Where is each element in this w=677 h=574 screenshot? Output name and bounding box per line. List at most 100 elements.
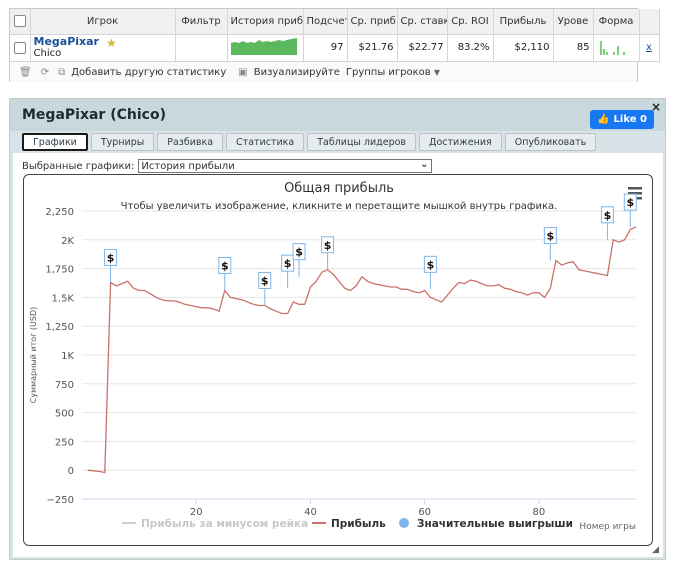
y-tick-label: 1,250 xyxy=(45,322,74,333)
refresh-icon[interactable]: ⟳ xyxy=(40,66,50,78)
menu-icon-bar-1[interactable] xyxy=(628,192,642,195)
profit-cell: $2,110 xyxy=(493,34,554,62)
dollar-icon: $ xyxy=(547,230,555,243)
legend-rake-label: Прибыль за минусом рейка xyxy=(141,518,308,530)
big-win-flag[interactable] xyxy=(281,254,295,272)
legend-wins-swatch xyxy=(399,518,409,528)
image-icon: ▣ xyxy=(238,66,248,78)
big-win-flag[interactable] xyxy=(104,248,118,266)
profit-chart[interactable]: Общая прибыль Чтобы увеличить изображение… xyxy=(23,174,653,546)
big-win-flag[interactable] xyxy=(218,256,232,274)
col-header-form[interactable]: Форма xyxy=(593,9,640,35)
y-tick-label: 2K xyxy=(61,236,74,247)
big-win-flag[interactable] xyxy=(623,193,637,211)
y-tick-label: 500 xyxy=(55,409,74,420)
y-tick-label: 2,250 xyxy=(45,207,74,218)
player-cell: MegaPixar Chico xyxy=(30,34,176,62)
panel-title: MegaPixar (Chico) xyxy=(22,107,166,123)
add-stat-button[interactable]: Добавить другую статистику xyxy=(71,66,227,78)
tab-achievements[interactable]: Достижения xyxy=(419,133,502,151)
col-header-actions xyxy=(639,9,660,35)
col-header-profit[interactable]: Прибыль xyxy=(493,9,554,35)
row-checkbox[interactable] xyxy=(13,41,26,54)
trash-icon[interactable]: 🗑 xyxy=(19,66,32,78)
player-groups-dropdown[interactable]: Группы игроков ▼ xyxy=(346,67,440,78)
panel-tabs: Графики Турниры Разбивка Статистика Табл… xyxy=(22,133,599,153)
dollar-icon: $ xyxy=(107,251,115,264)
profit-chart-svg[interactable]: Общая прибыль Чтобы увеличить изображение… xyxy=(24,175,653,546)
col-header-filter[interactable]: Фильтр xyxy=(175,9,228,35)
count-cell: 97 xyxy=(303,34,348,62)
table-row: MegaPixar Chico 97 $21.76 $22.77 83.2% $… xyxy=(10,34,660,62)
y-tick-label: 1.5K xyxy=(52,293,75,304)
avg-profit-cell: $21.76 xyxy=(347,34,398,62)
profit-series-line xyxy=(87,226,637,474)
x-axis-label: Номер игры xyxy=(579,522,636,532)
stats-table: Игрок Фильтр История приб Подсчет Ср. пр… xyxy=(10,9,660,62)
dollar-icon: $ xyxy=(284,257,292,270)
form-cell xyxy=(593,34,640,62)
player-stats-table: Игрок Фильтр История приб Подсчет Ср. пр… xyxy=(9,8,660,82)
select-all-cell[interactable] xyxy=(10,9,31,35)
menu-icon-bar-0[interactable] xyxy=(628,187,642,190)
dollar-icon: $ xyxy=(604,209,612,222)
tab-breakdown[interactable]: Разбивка xyxy=(157,133,224,151)
player-groups-label: Группы игроков xyxy=(345,66,431,78)
chart-title: Общая прибыль xyxy=(284,181,394,196)
table-toolbar: 🗑 ⟳ ⧉ Добавить другую статистику ▣ Визуа… xyxy=(10,62,637,82)
dollar-icon: $ xyxy=(324,239,332,252)
facebook-like-button[interactable]: 👍 Like 0 xyxy=(590,110,654,129)
y-tick-label: 750 xyxy=(55,380,74,391)
tab-leaderboards[interactable]: Таблицы лидеров xyxy=(307,133,417,151)
dollar-icon: $ xyxy=(427,258,435,271)
x-tick-label: 80 xyxy=(533,507,546,518)
select-all-checkbox[interactable] xyxy=(13,15,26,28)
y-axis-label: Суммарный итог (USD) xyxy=(29,307,38,404)
col-header-player[interactable]: Игрок xyxy=(30,9,176,35)
profit-history-cell[interactable] xyxy=(227,34,304,62)
big-win-flag[interactable] xyxy=(321,236,335,254)
player-name-link[interactable]: MegaPixar xyxy=(33,34,99,48)
chart-selector-value: История прибыли xyxy=(141,160,235,172)
col-header-avg-profit[interactable]: Ср. приб xyxy=(347,9,398,35)
big-win-flag[interactable] xyxy=(543,227,557,245)
table-header-row: Игрок Фильтр История приб Подсчет Ср. пр… xyxy=(10,9,660,35)
avg-stake-cell: $22.77 xyxy=(397,34,448,62)
like-label: Like 0 xyxy=(613,114,647,125)
filter-cell xyxy=(175,34,228,62)
col-header-roi[interactable]: Ср. ROI xyxy=(447,9,494,35)
legend-wins-label: Значительные выигрыши xyxy=(417,518,573,530)
resize-handle-icon[interactable]: ◢ xyxy=(652,545,659,555)
dollar-icon: $ xyxy=(626,196,634,209)
player-panel: MegaPixar (Chico) × 👍 Like 0 Графики Тур… xyxy=(9,98,666,560)
remove-cell: x xyxy=(639,34,660,62)
tab-tournaments[interactable]: Турниры xyxy=(90,133,155,151)
big-win-flag[interactable] xyxy=(292,243,306,261)
panel-header: MegaPixar (Chico) × 👍 Like 0 xyxy=(10,99,665,131)
y-tick-label: 1K xyxy=(61,351,74,362)
col-header-profit-history[interactable]: История приб xyxy=(227,9,304,35)
y-tick-label: 0 xyxy=(68,466,74,477)
row-checkbox-cell[interactable] xyxy=(10,34,31,62)
remove-player-link[interactable]: x xyxy=(646,42,652,53)
big-win-flag[interactable] xyxy=(423,255,437,273)
col-header-count[interactable]: Подсчет xyxy=(303,9,348,35)
dollar-icon: $ xyxy=(261,274,269,287)
x-tick-label: 20 xyxy=(190,507,203,518)
tab-charts[interactable]: Графики xyxy=(22,133,88,151)
chart-selector[interactable]: История прибыли ⌄ xyxy=(138,159,433,173)
close-icon[interactable]: × xyxy=(650,100,661,114)
profit-history-sparkline xyxy=(230,38,297,55)
chart-subtitle: Чтобы увеличить изображение, кликните и … xyxy=(121,201,558,212)
col-header-level[interactable]: Урове xyxy=(553,9,594,35)
tab-statistics[interactable]: Статистика xyxy=(226,133,305,151)
big-win-flag[interactable] xyxy=(258,271,272,289)
player-nick: Chico xyxy=(33,47,62,59)
legend-profit-label: Прибыль xyxy=(331,518,386,530)
dollar-icon: $ xyxy=(221,259,229,272)
big-win-flag[interactable] xyxy=(600,206,614,224)
visualize-button[interactable]: Визуализируйте xyxy=(253,66,340,78)
x-tick-label: 60 xyxy=(418,507,431,518)
tab-publish[interactable]: Опубликовать xyxy=(504,133,597,151)
col-header-avg-stake[interactable]: Ср. ставк xyxy=(397,9,448,35)
